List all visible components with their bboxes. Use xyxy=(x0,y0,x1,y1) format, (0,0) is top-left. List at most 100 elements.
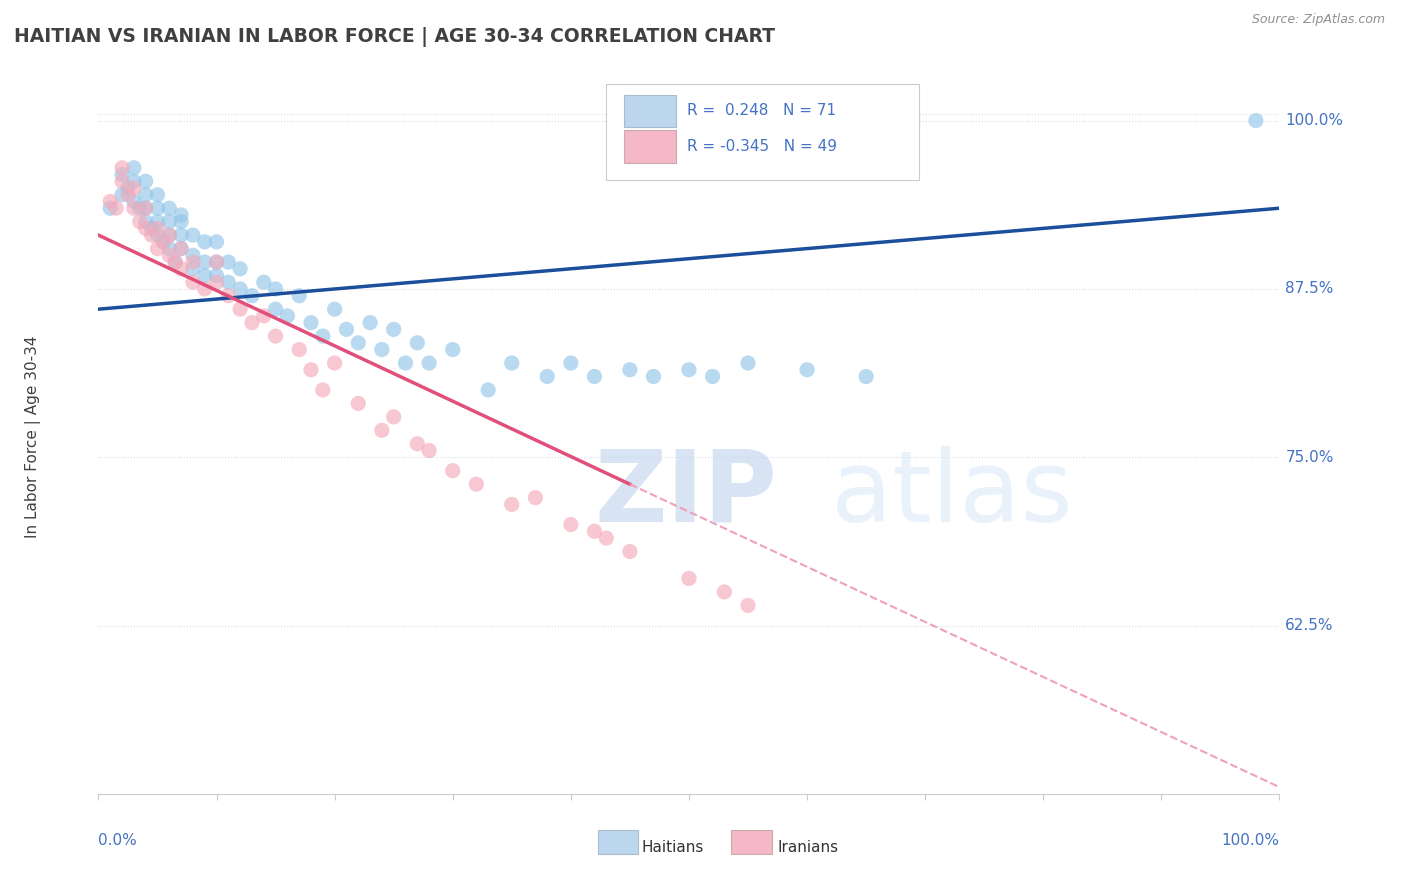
Point xyxy=(264,329,287,343)
Point xyxy=(146,214,169,228)
Point xyxy=(146,201,169,215)
Text: atlas: atlas xyxy=(831,446,1073,542)
Point xyxy=(117,187,139,202)
Text: In Labor Force | Age 30-34: In Labor Force | Age 30-34 xyxy=(25,335,41,539)
Point xyxy=(299,316,322,330)
Point xyxy=(117,181,139,195)
Point xyxy=(253,275,276,289)
Point xyxy=(371,343,394,357)
Point xyxy=(276,309,298,323)
Point xyxy=(194,235,217,249)
Point xyxy=(181,248,204,262)
Point xyxy=(371,423,394,437)
Point xyxy=(418,443,440,458)
Point xyxy=(323,356,346,370)
Point xyxy=(217,289,239,303)
Point xyxy=(152,235,174,249)
Point xyxy=(105,201,128,215)
Point xyxy=(135,201,157,215)
Point xyxy=(205,268,228,283)
Point xyxy=(560,356,582,370)
Point xyxy=(98,194,121,209)
Text: Source: ZipAtlas.com: Source: ZipAtlas.com xyxy=(1251,13,1385,27)
Text: Haitians: Haitians xyxy=(641,840,704,855)
Point xyxy=(135,214,157,228)
Point xyxy=(702,369,724,384)
Point xyxy=(501,356,523,370)
Point xyxy=(323,302,346,317)
Point xyxy=(135,187,157,202)
Point xyxy=(299,363,322,377)
Point xyxy=(122,201,145,215)
Point xyxy=(595,531,617,545)
Point xyxy=(382,409,405,424)
Point xyxy=(347,335,370,350)
Point xyxy=(152,235,174,249)
Point xyxy=(122,161,145,175)
Point xyxy=(122,194,145,209)
Point xyxy=(441,464,464,478)
Point xyxy=(619,363,641,377)
Point xyxy=(619,544,641,558)
Point xyxy=(855,369,877,384)
Point xyxy=(135,221,157,235)
Point xyxy=(157,242,180,256)
Text: 0.0%: 0.0% xyxy=(98,833,138,848)
Point xyxy=(165,255,187,269)
Point xyxy=(135,174,157,188)
Point xyxy=(122,181,145,195)
Point xyxy=(229,282,252,296)
FancyBboxPatch shape xyxy=(624,95,676,128)
Point xyxy=(122,174,145,188)
Point xyxy=(737,356,759,370)
Point xyxy=(146,228,169,243)
Point xyxy=(382,322,405,336)
Text: 62.5%: 62.5% xyxy=(1285,618,1334,633)
Point xyxy=(240,289,263,303)
Point xyxy=(146,242,169,256)
FancyBboxPatch shape xyxy=(624,130,676,163)
Text: 100.0%: 100.0% xyxy=(1285,113,1343,128)
Point xyxy=(205,255,228,269)
Point xyxy=(406,335,429,350)
Point xyxy=(157,214,180,228)
Text: R =  0.248   N = 71: R = 0.248 N = 71 xyxy=(686,103,835,119)
Point xyxy=(217,255,239,269)
Point xyxy=(194,255,217,269)
Point xyxy=(524,491,547,505)
Text: R = -0.345   N = 49: R = -0.345 N = 49 xyxy=(686,139,837,154)
Point xyxy=(157,201,180,215)
Point xyxy=(98,201,121,215)
Point xyxy=(135,201,157,215)
Point xyxy=(418,356,440,370)
Point xyxy=(141,221,163,235)
FancyBboxPatch shape xyxy=(598,830,638,854)
Point xyxy=(229,302,252,317)
Text: HAITIAN VS IRANIAN IN LABOR FORCE | AGE 30-34 CORRELATION CHART: HAITIAN VS IRANIAN IN LABOR FORCE | AGE … xyxy=(14,27,775,46)
Point xyxy=(536,369,558,384)
Text: 87.5%: 87.5% xyxy=(1285,282,1334,296)
Point xyxy=(796,363,818,377)
Point xyxy=(264,302,287,317)
Point xyxy=(583,369,606,384)
Text: ZIP: ZIP xyxy=(595,446,778,542)
Point xyxy=(157,228,180,243)
Point xyxy=(347,396,370,410)
Point xyxy=(181,228,204,243)
Point xyxy=(111,187,134,202)
Point xyxy=(394,356,416,370)
Point xyxy=(217,275,239,289)
Point xyxy=(678,571,700,585)
Point xyxy=(181,255,204,269)
Point xyxy=(170,261,193,276)
Point xyxy=(678,363,700,377)
Text: 75.0%: 75.0% xyxy=(1285,450,1334,465)
Point xyxy=(560,517,582,532)
Point xyxy=(146,221,169,235)
FancyBboxPatch shape xyxy=(606,84,920,180)
Point xyxy=(229,261,252,276)
Point xyxy=(312,383,335,397)
Point xyxy=(477,383,499,397)
Point xyxy=(359,316,381,330)
Point xyxy=(205,255,228,269)
